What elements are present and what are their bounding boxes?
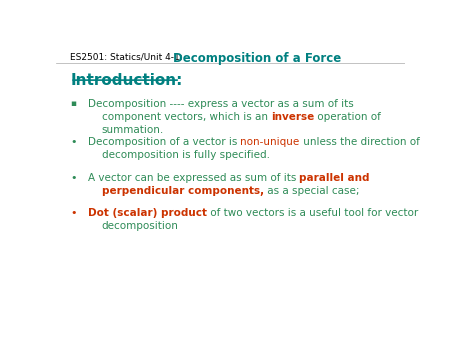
Text: component vectors, which is an: component vectors, which is an bbox=[102, 112, 271, 122]
Text: Decomposition of a Force: Decomposition of a Force bbox=[173, 52, 342, 65]
Text: decomposition is fully specified.: decomposition is fully specified. bbox=[102, 150, 270, 160]
Text: parallel and: parallel and bbox=[299, 173, 370, 183]
Text: decomposition: decomposition bbox=[102, 221, 179, 231]
Text: perpendicular components,: perpendicular components, bbox=[102, 186, 264, 196]
Text: Dot (scalar) product: Dot (scalar) product bbox=[88, 209, 207, 218]
Text: ▪: ▪ bbox=[70, 99, 77, 108]
Text: operation of: operation of bbox=[314, 112, 381, 122]
Text: unless the direction of: unless the direction of bbox=[300, 137, 419, 147]
Text: Introduction:: Introduction: bbox=[70, 73, 183, 88]
Text: Decomposition of a vector is: Decomposition of a vector is bbox=[88, 137, 240, 147]
Text: •: • bbox=[70, 209, 77, 218]
Text: ES2501: Statics/Unit 4-1:: ES2501: Statics/Unit 4-1: bbox=[70, 52, 183, 61]
Text: summation.: summation. bbox=[102, 125, 164, 135]
Text: of two vectors is a useful tool for vector: of two vectors is a useful tool for vect… bbox=[207, 209, 418, 218]
Text: •: • bbox=[70, 137, 77, 147]
Text: as a special case;: as a special case; bbox=[264, 186, 359, 196]
Text: inverse: inverse bbox=[271, 112, 314, 122]
Text: Decomposition ---- express a vector as a sum of its: Decomposition ---- express a vector as a… bbox=[88, 99, 353, 109]
Text: A vector can be expressed as sum of its: A vector can be expressed as sum of its bbox=[88, 173, 299, 183]
Text: •: • bbox=[70, 173, 77, 183]
Text: non-unique: non-unique bbox=[240, 137, 300, 147]
